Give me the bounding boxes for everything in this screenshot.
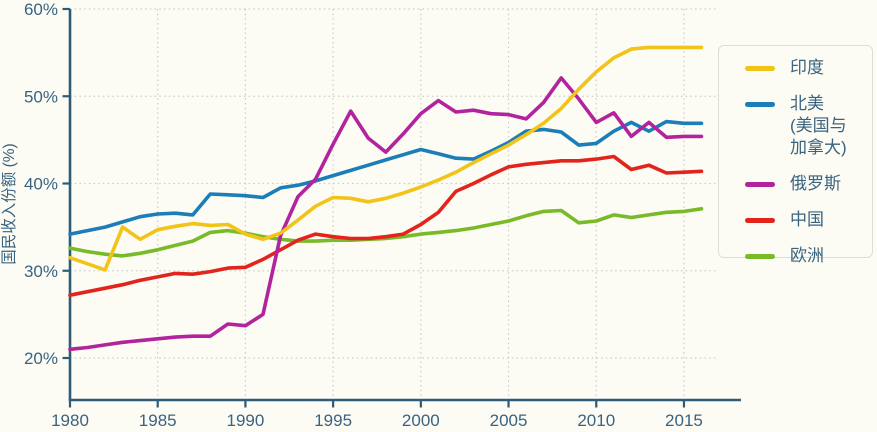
y-tick-label: 30% xyxy=(24,262,58,281)
x-tick-label: 2000 xyxy=(402,411,440,430)
legend-label-europe: 欧洲 xyxy=(790,246,824,265)
legend-swatch-india xyxy=(745,66,775,71)
gridlines xyxy=(70,8,716,400)
legend-item-china: 中国 xyxy=(745,209,872,231)
legend-swatch-north-america xyxy=(745,102,775,107)
x-tick-label: 2010 xyxy=(577,411,615,430)
x-tick-label: 1985 xyxy=(139,411,177,430)
series-line-russia xyxy=(68,76,704,352)
series-line-china xyxy=(68,154,704,298)
y-tick-label: 40% xyxy=(24,175,58,194)
x-tick-label: 1995 xyxy=(314,411,352,430)
series-line-india xyxy=(68,45,704,272)
axis-tick-labels: 60% 50% 40% 30% 20% 1980 1985 1990 1995 2000 2005 2… xyxy=(24,0,703,430)
series-line-north-america xyxy=(68,119,704,236)
y-tick-label: 20% xyxy=(24,349,58,368)
legend-label-india: 印度 xyxy=(790,58,824,77)
legend: 印度北美 (美国与 加拿大) 俄罗斯中国欧洲 xyxy=(718,45,873,265)
y-tick-label: 50% xyxy=(24,87,58,106)
legend-label-russia: 俄罗斯 xyxy=(790,174,841,193)
series-lines xyxy=(68,45,704,352)
legend-label-china: 中国 xyxy=(790,210,824,229)
x-tick-label: 1980 xyxy=(51,411,89,430)
legend-swatch-russia xyxy=(745,182,775,187)
axes xyxy=(62,7,741,408)
legend-swatch-europe xyxy=(745,254,775,259)
legend-label-north-america: 北美 (美国与 加拿大) xyxy=(790,94,847,157)
x-tick-label: 2015 xyxy=(665,411,703,430)
legend-swatch-china xyxy=(745,218,775,223)
y-tick-label: 60% xyxy=(24,0,58,19)
legend-item-europe: 欧洲 xyxy=(745,245,872,267)
y-axis-title: 国民收入份额 (%) xyxy=(0,143,18,264)
x-tick-label: 2005 xyxy=(490,411,528,430)
legend-item-india: 印度 xyxy=(745,57,872,79)
x-tick-label: 1990 xyxy=(227,411,265,430)
legend-item-russia: 俄罗斯 xyxy=(745,173,872,195)
legend-item-north-america: 北美 (美国与 加拿大) xyxy=(745,93,872,159)
series-line-europe xyxy=(68,207,704,258)
